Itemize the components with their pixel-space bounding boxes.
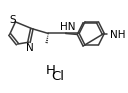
Text: H: H — [45, 64, 55, 77]
Text: Cl: Cl — [51, 70, 64, 83]
Text: NH: NH — [110, 30, 126, 40]
Text: S: S — [9, 15, 16, 25]
Text: N: N — [26, 43, 34, 53]
Text: HN: HN — [60, 22, 75, 32]
